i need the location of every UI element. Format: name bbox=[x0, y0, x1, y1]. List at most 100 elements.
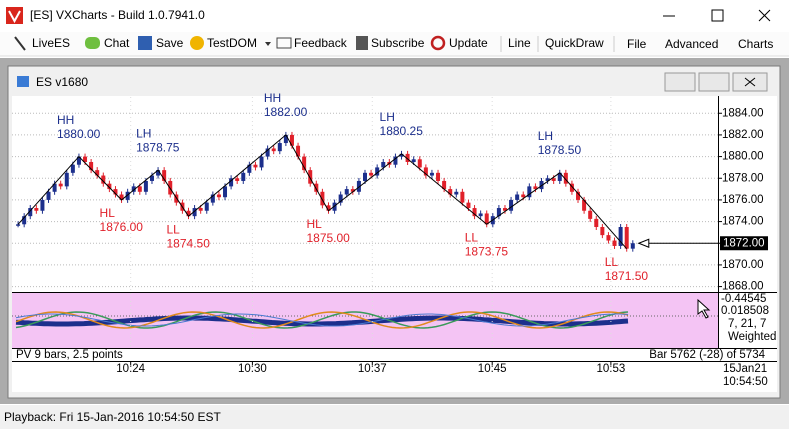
candle bbox=[229, 178, 234, 187]
toolbar-button[interactable]: TestDOM bbox=[207, 36, 257, 50]
swing-label: HH bbox=[264, 91, 281, 105]
indicator-label: -0.44545 bbox=[721, 293, 766, 305]
update-icon bbox=[430, 35, 446, 51]
candle bbox=[448, 189, 453, 195]
candle bbox=[143, 180, 148, 192]
candle bbox=[107, 183, 112, 190]
chart-window-title: ES v1680 bbox=[36, 75, 88, 89]
child-close-glyph bbox=[744, 77, 756, 87]
candle bbox=[326, 205, 331, 211]
maximize-button[interactable] bbox=[711, 9, 724, 22]
indicator-label: Weighted bbox=[728, 331, 776, 343]
swing-label: LL bbox=[167, 222, 181, 236]
status-bar bbox=[0, 405, 789, 429]
candle bbox=[630, 243, 635, 249]
child-restore[interactable] bbox=[698, 72, 730, 92]
candle bbox=[95, 170, 100, 176]
candle bbox=[466, 202, 471, 209]
candle bbox=[235, 178, 240, 181]
toolbar-button[interactable]: Line bbox=[508, 36, 531, 50]
candle bbox=[338, 194, 343, 203]
candle bbox=[149, 175, 154, 181]
candle bbox=[16, 224, 21, 226]
candle bbox=[64, 172, 69, 187]
save-icon bbox=[138, 36, 152, 50]
candle bbox=[460, 191, 465, 203]
swing-label: LH bbox=[136, 126, 151, 140]
toolbar-button[interactable]: LiveES bbox=[32, 36, 70, 50]
swing-label: LH bbox=[538, 129, 553, 143]
y-tick-label: 1880.00 bbox=[722, 151, 764, 163]
menu-item[interactable]: Charts bbox=[738, 37, 773, 51]
candle bbox=[588, 210, 593, 219]
candle bbox=[70, 164, 75, 173]
candle bbox=[137, 186, 142, 192]
mouse-cursor bbox=[697, 298, 711, 319]
subscribe-icon bbox=[356, 36, 368, 50]
candle bbox=[259, 156, 264, 168]
y-tick-label: 1868.00 bbox=[722, 281, 764, 293]
swing-label: HL bbox=[306, 217, 322, 231]
toolbar-button[interactable]: Subscribe bbox=[371, 36, 425, 50]
candle bbox=[241, 172, 246, 181]
indicator-label: 7, 21, 7 bbox=[728, 318, 766, 330]
swing-price: 1873.75 bbox=[465, 244, 509, 258]
candle bbox=[344, 189, 349, 195]
swing-price: 1878.50 bbox=[538, 143, 582, 157]
toolbar-button[interactable]: QuickDraw bbox=[545, 36, 604, 50]
candle bbox=[186, 210, 191, 217]
feedback-icon bbox=[276, 37, 292, 49]
candle bbox=[198, 208, 203, 211]
swing-price: 1875.00 bbox=[306, 231, 350, 245]
candle bbox=[484, 213, 489, 225]
time-label: 10:54:50 bbox=[723, 376, 768, 388]
candle bbox=[509, 199, 514, 211]
candle bbox=[223, 186, 228, 198]
candle bbox=[442, 180, 447, 190]
indicator-line bbox=[15, 311, 629, 329]
child-minimize[interactable] bbox=[664, 72, 696, 92]
toolbar-button[interactable]: Save bbox=[156, 36, 184, 50]
candle bbox=[369, 172, 374, 176]
candle bbox=[557, 172, 562, 181]
toolbar-button[interactable]: Feedback bbox=[294, 36, 348, 50]
menu-item[interactable]: Advanced bbox=[665, 37, 718, 51]
menu-item[interactable]: File bbox=[627, 37, 647, 51]
candle bbox=[210, 194, 215, 203]
candle bbox=[423, 167, 428, 176]
candle bbox=[582, 199, 587, 211]
candle bbox=[429, 172, 434, 176]
toolbar-button[interactable]: Update bbox=[449, 36, 488, 50]
candle bbox=[265, 148, 270, 157]
candle bbox=[34, 208, 39, 211]
indicator-label: 0.018508 bbox=[721, 305, 769, 317]
candle bbox=[393, 156, 398, 165]
candle bbox=[356, 180, 361, 192]
x-tick-label: 10:24 bbox=[116, 363, 145, 375]
swing-price: 1871.50 bbox=[605, 269, 649, 283]
candle bbox=[58, 183, 63, 187]
candle bbox=[83, 156, 88, 162]
candle bbox=[436, 172, 441, 181]
toolbar-button[interactable]: Chat bbox=[104, 36, 130, 50]
candle bbox=[612, 240, 617, 246]
candle bbox=[527, 186, 532, 198]
date-label: 15Jan21 bbox=[723, 363, 767, 375]
candle bbox=[405, 153, 410, 162]
candle bbox=[204, 202, 209, 211]
close-button[interactable] bbox=[758, 9, 771, 22]
candle bbox=[89, 162, 94, 171]
candle bbox=[277, 143, 282, 152]
candle bbox=[569, 183, 574, 192]
dropdown-arrow[interactable] bbox=[265, 42, 271, 46]
swing-label: HH bbox=[57, 113, 74, 127]
indicator-line bbox=[15, 313, 629, 327]
candle bbox=[606, 235, 611, 241]
candle bbox=[363, 172, 367, 181]
swing-price: 1876.00 bbox=[100, 220, 144, 234]
candle bbox=[52, 183, 57, 192]
candle bbox=[539, 180, 544, 190]
indicator-lines bbox=[15, 311, 629, 329]
toolbar bbox=[0, 32, 789, 56]
status-left: PV 9 bars, 2.5 points bbox=[16, 349, 123, 361]
